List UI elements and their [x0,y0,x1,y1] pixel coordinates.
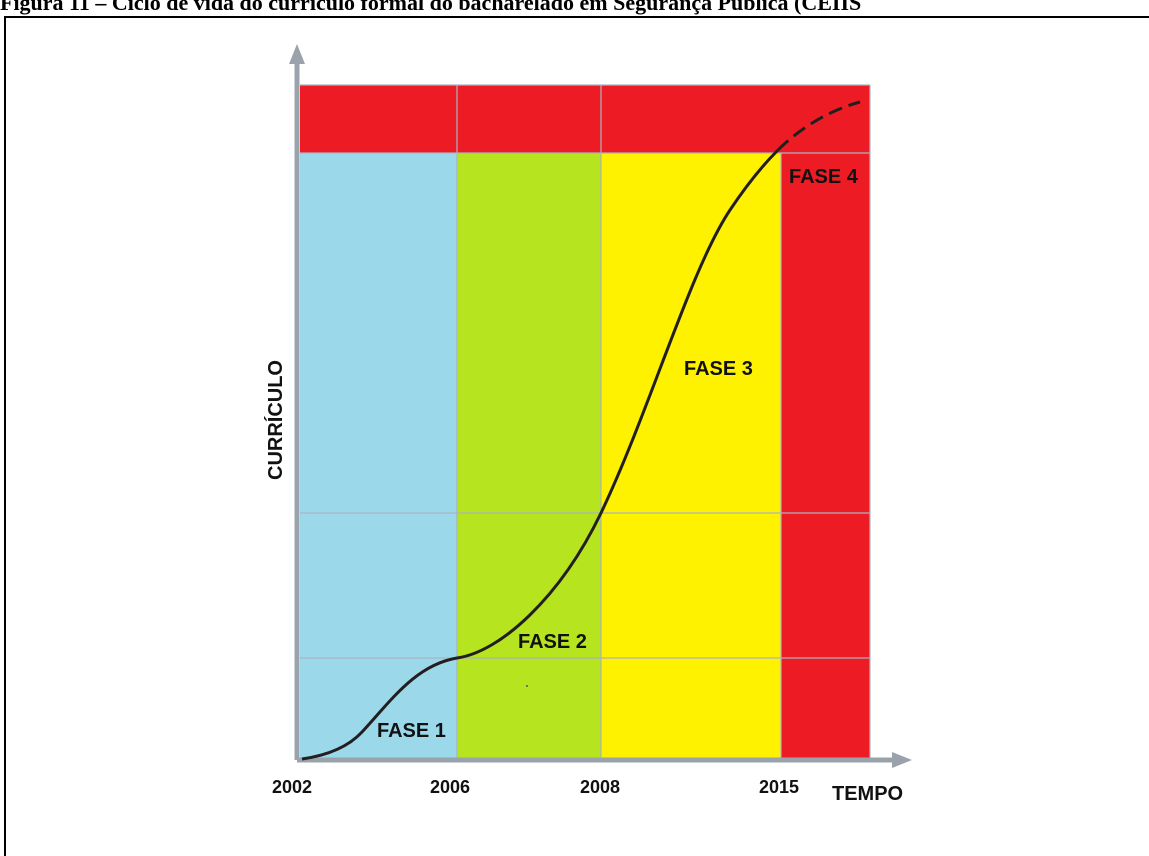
phase-4-label: FASE 4 [789,166,859,188]
figure-frame [4,16,1149,856]
year-label-2002: 2002 [272,777,312,797]
x-axis-arrow [892,752,912,768]
grid-lines [300,84,871,760]
phase-2-region [457,153,601,760]
y-axis-title: CURRÍCULO [264,360,287,480]
phase-1-label: FASE 1 [377,720,446,742]
y-axis-arrow [289,44,305,64]
phase-1-region [300,153,457,760]
stray-dot [526,685,528,687]
year-label-2015: 2015 [759,777,799,797]
year-label-2006: 2006 [430,777,470,797]
phase-2-label: FASE 2 [518,631,587,653]
lifecycle-curve-projection [776,100,861,152]
x-axis-title: TEMPO [832,783,903,805]
year-label-2008: 2008 [580,777,620,797]
figure-caption: Figura 11 – Ciclo de vida do currículo f… [0,0,862,15]
phase-3-region [601,153,781,760]
phase-4-region [781,153,870,760]
phase-3-label: FASE 3 [684,358,753,380]
top-band [300,85,870,153]
lifecycle-curve [301,148,780,761]
